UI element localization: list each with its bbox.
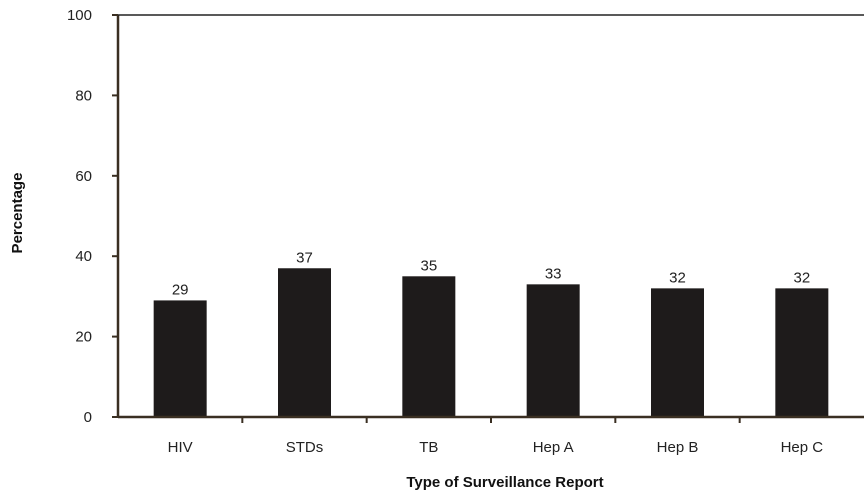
bar-value-label: 29 <box>172 281 189 298</box>
x-tick-label: Hep C <box>781 439 824 456</box>
y-axis-ticks: 0 20 40 60 80 100 <box>67 7 118 426</box>
x-tick-label: TB <box>419 439 438 456</box>
bar <box>775 288 829 417</box>
x-axis-title: Type of Surveillance Report <box>406 474 603 491</box>
bar-value-label: 33 <box>545 265 562 282</box>
x-tick-label: Hep A <box>533 439 574 456</box>
x-tick-label: Hep B <box>657 439 699 456</box>
bar <box>402 276 456 417</box>
bar <box>526 284 580 417</box>
x-axis-ticks: HIV STDs TB Hep A Hep B Hep C <box>168 417 824 456</box>
y-tick-label: 60 <box>75 168 92 185</box>
x-tick-label: HIV <box>168 439 193 456</box>
bar-value-label: 35 <box>420 257 437 274</box>
bar <box>278 268 331 417</box>
bar-value-label: 32 <box>669 269 686 286</box>
y-tick-label: 20 <box>75 329 92 346</box>
y-axis-title: Percentage <box>9 173 26 254</box>
y-tick-label: 0 <box>84 409 92 426</box>
bar-value-label: 32 <box>793 269 810 286</box>
x-tick-label: STDs <box>286 439 324 456</box>
y-tick-label: 100 <box>67 7 92 24</box>
bar <box>153 300 207 417</box>
bar-value-label: 37 <box>296 249 313 266</box>
y-tick-label: 80 <box>75 87 92 104</box>
y-tick-label: 40 <box>75 248 92 265</box>
bars-group: 29 37 35 33 32 32 <box>153 249 829 417</box>
bar <box>651 288 704 417</box>
